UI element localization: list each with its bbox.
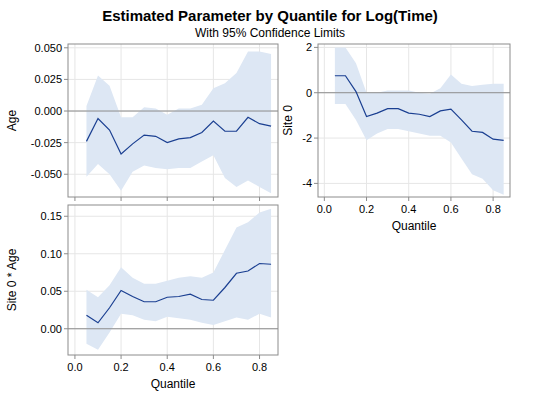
data-group	[318, 47, 510, 194]
tick	[121, 355, 122, 359]
x-tick-label: 0.2	[359, 203, 374, 215]
tick	[64, 291, 68, 292]
y-axis-label: Site 0	[281, 105, 295, 136]
y-tick-label: 0.00	[41, 323, 62, 335]
estimate-line	[86, 117, 271, 154]
panel: -0.050 -0.025 0.000 0.025 0.050 Age	[5, 42, 278, 201]
tick	[213, 197, 214, 201]
tick	[64, 253, 68, 254]
data-group	[68, 52, 278, 194]
grid-line	[318, 47, 510, 48]
frame	[318, 44, 510, 197]
y-tick-label: 2	[306, 41, 312, 53]
tick	[167, 355, 168, 359]
tick	[121, 197, 122, 201]
x-tick-label: 0.0	[67, 361, 82, 373]
y-tick-label: 0.050	[34, 42, 62, 54]
x-tick-label: 0.6	[206, 361, 221, 373]
tick	[314, 47, 318, 48]
y-tick-label: 0.15	[41, 210, 62, 222]
tick	[64, 174, 68, 175]
x-axis-label: Quantile	[151, 377, 196, 391]
tick	[167, 197, 168, 201]
panel: -4 -2 0 2 0.0 0.2 0.4 0.6 0.8 Site 0 Quantile	[281, 41, 510, 233]
grid-line	[318, 183, 510, 184]
tick	[74, 197, 75, 201]
tick	[259, 197, 260, 201]
y-tick-label: -4	[302, 177, 312, 189]
frame	[68, 205, 278, 355]
chart: Estimated Parameter by Quantile for Log(…	[0, 0, 540, 405]
tick	[74, 355, 75, 359]
y-axis-label: Site 0 * Age	[5, 248, 19, 311]
grid-line	[74, 205, 75, 355]
x-tick-label: 0.2	[113, 361, 128, 373]
reference-line	[318, 92, 510, 93]
y-tick-label: 0.10	[41, 248, 62, 260]
panel: 0.00 0.05 0.10 0.15 0.0 0.2 0.4 0.6 0.8 Site 0 * …	[5, 205, 278, 391]
x-tick-label: 0.0	[317, 203, 332, 215]
x-tick-label: 0.8	[252, 361, 267, 373]
tick	[64, 216, 68, 217]
tick	[64, 47, 68, 48]
y-tick-label: -0.050	[31, 168, 62, 180]
y-tick-label: 0.025	[34, 73, 62, 85]
grid-line	[68, 216, 278, 217]
y-tick-label: 0.05	[41, 285, 62, 297]
tick	[64, 111, 68, 112]
x-tick-label: 0.8	[485, 203, 500, 215]
y-tick-label: 0	[306, 87, 312, 99]
tick	[64, 79, 68, 80]
tick	[450, 197, 451, 201]
estimate-line	[335, 76, 504, 141]
data-group	[68, 209, 278, 350]
background	[0, 0, 540, 405]
x-tick-label: 0.4	[401, 203, 416, 215]
y-tick-label: 0.000	[34, 105, 62, 117]
x-tick-label: 0.6	[443, 203, 458, 215]
grid-line	[167, 205, 168, 355]
reference-line	[68, 328, 278, 329]
tick	[314, 183, 318, 184]
grid-line	[318, 92, 510, 93]
confidence-band	[86, 52, 271, 194]
tick	[493, 197, 494, 201]
confidence-band	[335, 47, 504, 194]
grid-line	[68, 47, 278, 48]
y-tick-label: -0.025	[31, 137, 62, 149]
x-axis-label: Quantile	[392, 219, 437, 233]
y-tick-label: -2	[302, 132, 312, 144]
grid-line	[68, 111, 278, 112]
tick	[324, 197, 325, 201]
subtitle: With 95% Confidence Limits	[195, 26, 345, 40]
tick	[366, 197, 367, 201]
tick	[64, 328, 68, 329]
tick	[314, 138, 318, 139]
estimate-line	[86, 264, 271, 323]
grid-line	[68, 328, 278, 329]
tick	[64, 142, 68, 143]
tick	[408, 197, 409, 201]
frame	[68, 44, 278, 197]
reference-line	[68, 111, 278, 112]
tick	[259, 355, 260, 359]
tick	[314, 92, 318, 93]
tick	[213, 355, 214, 359]
y-axis-label: Age	[5, 110, 19, 132]
grid-line	[324, 44, 325, 197]
title: Estimated Parameter by Quantile for Log(…	[102, 7, 438, 24]
x-tick-label: 0.4	[160, 361, 175, 373]
